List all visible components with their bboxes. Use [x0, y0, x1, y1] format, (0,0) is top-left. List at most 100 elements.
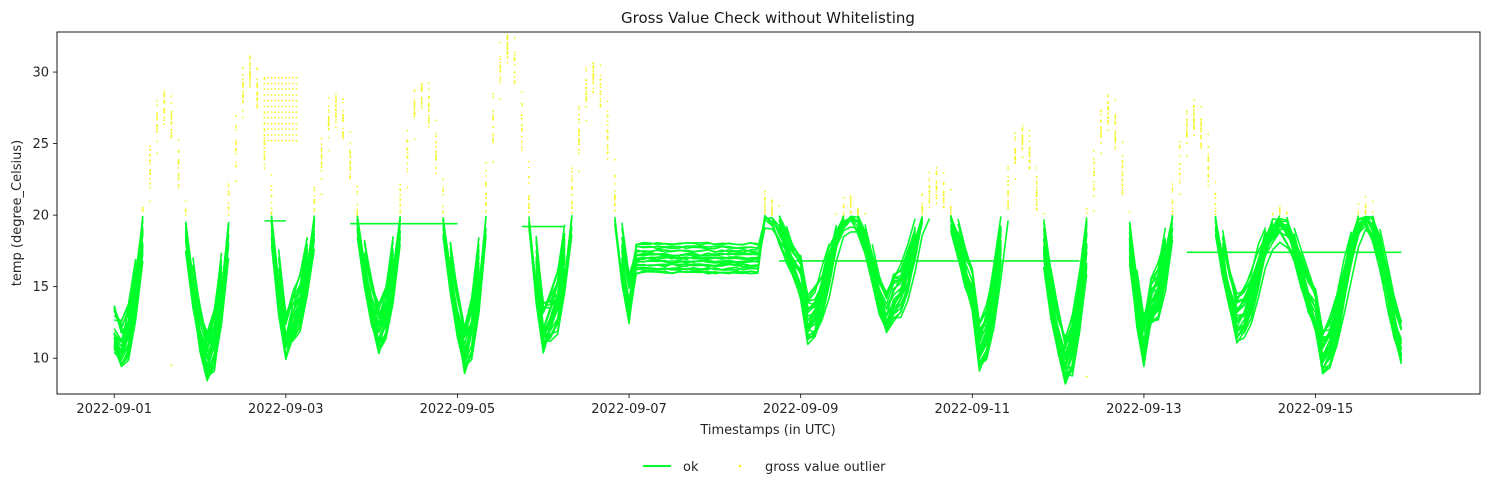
- outlier-point: [435, 146, 437, 149]
- outlier-point: [263, 143, 266, 146]
- outlier-point: [1207, 168, 1210, 171]
- outlier-point: [267, 128, 269, 131]
- ok-line: [621, 243, 758, 286]
- outlier-point: [1107, 112, 1110, 115]
- outlier-point: [599, 64, 602, 67]
- outlier-point: [234, 128, 237, 131]
- outlier-point: [163, 99, 166, 102]
- outlier-point: [1178, 140, 1181, 143]
- outlier-point: [1021, 135, 1024, 138]
- outlier-point: [1364, 195, 1367, 198]
- outlier-point: [1028, 130, 1031, 133]
- outlier-point: [585, 97, 588, 100]
- outlier-point: [1114, 130, 1117, 132]
- outlier-point: [277, 122, 280, 125]
- outlier-point: [177, 183, 180, 186]
- outlier-point: [599, 100, 602, 103]
- outlier-point: [349, 175, 352, 178]
- outlier-point: [1178, 193, 1181, 196]
- outlier-point: [406, 129, 409, 132]
- outlier-point: [281, 134, 284, 136]
- outlier-point: [499, 64, 502, 67]
- outlier-point: [578, 134, 580, 137]
- outlier-point: [935, 194, 938, 197]
- ok-line: [1043, 222, 1088, 345]
- outlier-point: [935, 182, 938, 185]
- outlier-point: [764, 198, 766, 201]
- outlier-point: [249, 71, 252, 74]
- outlier-point: [1035, 186, 1038, 189]
- outlier-point: [284, 139, 287, 142]
- outlier-point: [571, 193, 573, 196]
- outlier-point: [520, 123, 523, 126]
- outlier-point: [349, 131, 352, 134]
- outlier-point: [1121, 165, 1124, 168]
- outlier-point: [1093, 181, 1095, 183]
- outlier-point: [356, 211, 359, 214]
- outlier-point: [442, 205, 444, 208]
- outlier-point: [1114, 133, 1117, 136]
- outlier-point: [284, 111, 287, 113]
- outlier-point: [1100, 110, 1102, 113]
- outlier-point: [942, 190, 945, 193]
- outlier-point: [506, 61, 509, 64]
- y-tick-label: 20: [32, 209, 49, 224]
- outlier-point: [928, 185, 931, 187]
- outlier-point: [1021, 129, 1024, 132]
- outlier-point: [256, 99, 259, 102]
- outlier-point: [149, 149, 151, 152]
- outlier-point: [295, 88, 298, 91]
- outlier-point: [413, 115, 416, 118]
- outlier-point: [170, 95, 173, 98]
- outlier-point: [274, 122, 276, 125]
- outlier-point: [342, 135, 344, 138]
- x-axis-title: Timestamps (in UTC): [699, 423, 835, 438]
- outlier-point: [578, 170, 580, 173]
- outlier-point: [1114, 136, 1117, 139]
- outlier-point: [163, 119, 166, 122]
- outlier-point: [242, 85, 244, 87]
- outlier-point: [349, 141, 352, 144]
- outlier-point: [320, 178, 323, 181]
- outlier-point: [281, 116, 284, 119]
- outlier-point: [406, 139, 409, 142]
- outlier-point: [177, 159, 180, 161]
- outlier-point: [177, 161, 180, 163]
- ok-line: [621, 252, 758, 301]
- outlier-point: [942, 206, 945, 209]
- outlier-point: [234, 152, 237, 155]
- outlier-point: [928, 180, 931, 183]
- ok-line: [857, 217, 916, 309]
- outlier-point: [492, 139, 495, 142]
- outlier-point: [427, 103, 430, 106]
- outlier-point: [442, 186, 444, 189]
- outlier-point: [277, 76, 280, 79]
- outlier-point: [335, 106, 337, 108]
- outlier-point: [1014, 150, 1017, 153]
- outlier-point: [270, 201, 273, 204]
- outlier-point: [327, 127, 330, 130]
- outlier-point: [277, 116, 280, 119]
- outlier-point: [1114, 147, 1117, 150]
- outlier-point: [606, 144, 609, 146]
- outlier-point: [842, 211, 845, 214]
- outlier-point: [256, 94, 259, 97]
- outlier-point: [263, 137, 266, 140]
- outlier-point: [270, 76, 273, 79]
- outlier-point: [277, 128, 280, 131]
- outlier-point: [1007, 175, 1009, 178]
- outlier-point: [1178, 173, 1181, 176]
- outlier-point: [1007, 207, 1009, 210]
- outlier-point: [849, 202, 852, 205]
- outlier-point: [399, 211, 402, 214]
- outlier-point: [270, 105, 273, 108]
- outlier-point: [921, 208, 924, 210]
- outlier-point: [528, 195, 530, 198]
- outlier-point: [413, 112, 416, 115]
- outlier-point: [427, 105, 430, 108]
- outlier-point: [284, 94, 287, 96]
- outlier-point: [1014, 155, 1017, 158]
- outlier-point: [578, 140, 580, 142]
- outlier-point: [170, 118, 173, 121]
